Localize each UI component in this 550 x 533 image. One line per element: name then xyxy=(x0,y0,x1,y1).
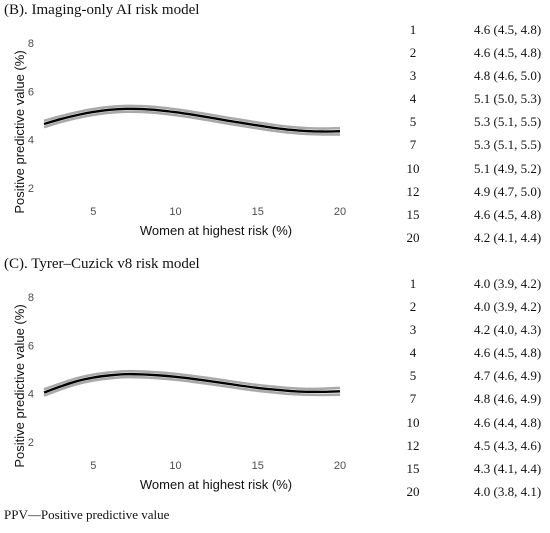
table-row: 7 5.3 (5.1, 5.5) xyxy=(398,137,548,160)
x-tick-label: 5 xyxy=(90,206,96,218)
women-at-risk-cell: 15 xyxy=(406,206,420,222)
table-row: 1 4.6 (4.5, 4.8) xyxy=(398,22,548,45)
table-row: 20 4.0 (3.8, 4.1) xyxy=(398,484,548,507)
ppv-cell: 4.6 (4.5, 4.8) xyxy=(474,345,542,361)
women-at-risk-cell: 7 xyxy=(409,391,417,407)
ppv-cell: 4.0 (3.9, 4.2) xyxy=(474,299,542,315)
y-axis-title: Positive predictive value (%) xyxy=(12,50,27,213)
ppv-cell: 4.6 (4.4, 4.8) xyxy=(474,414,542,430)
table-row: 3 4.8 (4.6, 5.0) xyxy=(398,68,548,91)
x-tick-label: 5 xyxy=(90,460,96,472)
ci-lower-line xyxy=(43,375,341,397)
table-row: 2 4.6 (4.5, 4.8) xyxy=(398,45,548,68)
women-at-risk-cell: 1 xyxy=(409,22,417,37)
estimate-line xyxy=(43,107,341,133)
table-row: 10 4.6 (4.4, 4.8) xyxy=(398,415,548,438)
women-at-risk-cell: 4 xyxy=(409,91,417,107)
table-row: 12 4.9 (4.7, 5.0) xyxy=(398,184,548,207)
footnote: PPV—Positive predictive value xyxy=(4,507,170,522)
ppv-cell: 5.3 (5.1, 5.5) xyxy=(474,114,542,130)
table-row: 20 4.2 (4.1, 4.4) xyxy=(398,230,548,253)
ppv-cell: 4.7 (4.6, 4.9) xyxy=(474,368,542,384)
ppv-table: 1 4.6 (4.5, 4.8) 2 4.6 (4.5, 4.8) 3 4.8 (4.6,… xyxy=(398,22,548,253)
x-tick-label: 15 xyxy=(252,206,264,218)
women-at-risk-cell: 12 xyxy=(406,183,420,199)
chart-plot: 2 4 6 8 5 10 15 20 Women at highest risk (%) Posi… xyxy=(12,38,346,238)
ppv-cell: 4.2 (4.0, 4.3) xyxy=(474,322,542,338)
ppv-cell: 4.0 (3.8, 4.1) xyxy=(474,483,542,499)
y-tick-label: 4 xyxy=(28,135,34,147)
ppv-cell: 4.0 (3.9, 4.2) xyxy=(474,276,542,291)
y-tick-label: 8 xyxy=(28,292,34,304)
y-tick-label: 2 xyxy=(28,437,34,449)
women-at-risk-cell: 5 xyxy=(409,368,417,384)
ppv-cell: 4.5 (4.3, 4.6) xyxy=(474,437,542,453)
women-at-risk-cell: 20 xyxy=(406,483,420,499)
ppv-cell: 5.3 (5.1, 5.5) xyxy=(474,137,542,153)
y-axis-title: Positive predictive value (%) xyxy=(12,304,27,467)
women-at-risk-cell: 4 xyxy=(409,345,417,361)
women-at-risk-cell: 3 xyxy=(409,322,417,338)
ppv-table: 1 4.0 (3.9, 4.2) 2 4.0 (3.9, 4.2) 3 4.2 (4.0,… xyxy=(398,276,548,507)
ppv-cell: 4.6 (4.5, 4.8) xyxy=(474,206,542,222)
women-at-risk-cell: 20 xyxy=(406,229,420,245)
table-row: 7 4.8 (4.6, 4.9) xyxy=(398,391,548,414)
table-row: 15 4.3 (4.1, 4.4) xyxy=(398,461,548,484)
x-tick-label: 15 xyxy=(252,460,264,472)
women-at-risk-cell: 2 xyxy=(409,45,417,61)
table-row: 4 4.6 (4.5, 4.8) xyxy=(398,345,548,368)
y-tick-label: 8 xyxy=(28,38,34,50)
ppv-cell: 4.2 (4.1, 4.4) xyxy=(474,229,542,245)
y-tick-label: 4 xyxy=(28,389,34,401)
x-tick-label: 20 xyxy=(334,206,346,218)
y-tick-label: 6 xyxy=(28,86,34,98)
table-row: 2 4.0 (3.9, 4.2) xyxy=(398,299,548,322)
ppv-cell: 4.6 (4.5, 4.8) xyxy=(474,22,542,37)
chart-title: (B). Imaging-only AI risk model xyxy=(4,2,200,18)
ppv-cell: 4.8 (4.6, 5.0) xyxy=(474,68,542,84)
chart-plot: 2 4 6 8 5 10 15 20 Women at highest risk (%) Posi… xyxy=(12,292,346,492)
women-at-risk-cell: 7 xyxy=(409,137,417,153)
chart-title: (C). Tyrer–Cuzick v8 risk model xyxy=(4,256,200,272)
y-tick-label: 6 xyxy=(28,340,34,352)
women-at-risk-cell: 2 xyxy=(409,299,417,315)
ppv-cell: 4.8 (4.6, 4.9) xyxy=(474,391,542,407)
ppv-cell: 4.6 (4.5, 4.8) xyxy=(474,45,542,61)
ppv-cell: 4.9 (4.7, 5.0) xyxy=(474,183,542,199)
women-at-risk-cell: 12 xyxy=(406,437,420,453)
women-at-risk-cell: 10 xyxy=(406,160,420,176)
ci-upper-line xyxy=(43,104,341,130)
x-tick-label: 20 xyxy=(334,460,346,472)
estimate-line xyxy=(43,372,341,394)
women-at-risk-cell: 15 xyxy=(406,460,420,476)
ppv-cell: 5.1 (5.0, 5.3) xyxy=(474,91,542,107)
table-row: 5 5.3 (5.1, 5.5) xyxy=(398,114,548,137)
table-row: 12 4.5 (4.3, 4.6) xyxy=(398,438,548,461)
ppv-cell: 4.3 (4.1, 4.4) xyxy=(474,460,542,476)
table-row: 10 5.1 (4.9, 5.2) xyxy=(398,161,548,184)
ci-lower-line xyxy=(43,110,341,136)
x-tick-label: 10 xyxy=(169,460,181,472)
table-row: 15 4.6 (4.5, 4.8) xyxy=(398,207,548,230)
x-tick-label: 10 xyxy=(169,206,181,218)
x-axis-title: Women at highest risk (%) xyxy=(140,223,292,238)
x-axis-title: Women at highest risk (%) xyxy=(140,477,292,492)
ppv-cell: 5.1 (4.9, 5.2) xyxy=(474,160,542,176)
women-at-risk-cell: 3 xyxy=(409,68,417,84)
ci-upper-line xyxy=(43,369,341,391)
table-row: 4 5.1 (5.0, 5.3) xyxy=(398,91,548,114)
table-row: 1 4.0 (3.9, 4.2) xyxy=(398,276,548,299)
women-at-risk-cell: 5 xyxy=(409,114,417,130)
women-at-risk-cell: 1 xyxy=(409,276,417,291)
women-at-risk-cell: 10 xyxy=(406,414,420,430)
y-tick-label: 2 xyxy=(28,183,34,195)
table-row: 5 4.7 (4.6, 4.9) xyxy=(398,368,548,391)
table-row: 3 4.2 (4.0, 4.3) xyxy=(398,322,548,345)
